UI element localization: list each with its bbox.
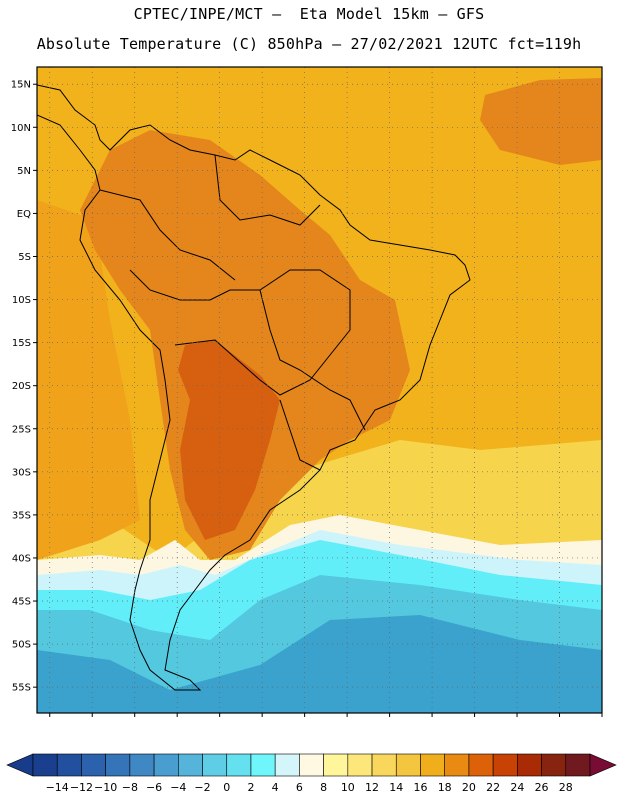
colorbar-cell	[492, 753, 518, 777]
colorbar-cell	[105, 753, 131, 777]
region-pacific-warm-band	[37, 200, 140, 560]
region-cold-air-deep	[37, 615, 602, 713]
lat-label: 10S	[12, 295, 31, 306]
colorbar-cell	[81, 753, 106, 777]
colorbar-high-arrow	[589, 753, 617, 777]
colorbar-label: −8	[122, 781, 138, 794]
colorbar-label: 22	[486, 781, 500, 794]
colorbar-cell	[468, 753, 494, 777]
colorbar-cell	[153, 753, 179, 777]
colorbar-cell	[395, 753, 421, 777]
lon-label: 50W	[336, 719, 359, 720]
colorbar-cell	[178, 753, 203, 777]
lat-label: 55S	[12, 683, 31, 694]
lon-label: 45W	[378, 719, 401, 720]
colorbar-label: 14	[389, 781, 403, 794]
colorbar-cell	[202, 753, 228, 777]
lat-label: 50S	[12, 640, 31, 651]
lon-label: 25W	[548, 719, 571, 720]
colorbar-label: 28	[559, 781, 573, 794]
colorbar-cell	[444, 753, 470, 777]
colorbar-cell	[250, 753, 276, 777]
lon-label: 30W	[506, 719, 529, 720]
lon-label: 70W	[166, 719, 189, 720]
lat-label: 40S	[12, 553, 31, 564]
colorbar-label: 18	[438, 781, 452, 794]
region-atlantic-warm-patch	[480, 78, 602, 165]
temperature-map: 15N 10N 5N EQ 5S 10S 15S 20S 25S 30S 35S 40S 45S 50S 5…	[11, 66, 613, 720]
lon-label: 55W	[293, 719, 316, 720]
lon-label: 40W	[421, 719, 444, 720]
lon-label: 85W	[38, 719, 61, 720]
lat-label: 15N	[11, 80, 31, 91]
colorbar-cell	[323, 753, 349, 777]
colorbar-label: −10	[94, 781, 117, 794]
colorbar-label: −4	[170, 781, 186, 794]
lat-label: 15S	[12, 338, 31, 349]
title-line-2: Absolute Temperature (C) 850hPa – 27/02/…	[36, 35, 582, 53]
lat-label: 45S	[12, 597, 31, 608]
graticule	[37, 67, 602, 713]
coastlines	[37, 84, 471, 691]
colorbar-cell	[420, 753, 445, 777]
lat-label: 20S	[12, 381, 31, 392]
colorbar-label: 2	[247, 781, 254, 794]
lat-label: 35S	[12, 510, 31, 521]
lon-label: 75W	[123, 719, 146, 720]
colorbar-label: 4	[272, 781, 279, 794]
colorbar-label: 12	[365, 781, 379, 794]
longitude-labels: 85W 80W 75W 70W 65W 60W 55W 50W 45W 40W 35W 30W 25W 2…	[38, 713, 613, 720]
colorbar-cell	[517, 753, 542, 777]
latitude-labels: 15N 10N 5N EQ 5S 10S 15S 20S 25S 30S 35S 40S 45S 50S 5…	[11, 80, 37, 694]
colorbar-cell	[129, 753, 155, 777]
lat-label: 5N	[17, 166, 31, 177]
colorbar-label: 16	[413, 781, 427, 794]
lat-label: EQ	[17, 209, 31, 220]
lat-label: 25S	[12, 424, 31, 435]
colorbar-cell	[347, 753, 373, 777]
colorbar-label: 20	[462, 781, 476, 794]
colorbar-cell	[371, 753, 397, 777]
lon-label: 80W	[81, 719, 104, 720]
colorbar-low-arrow	[6, 753, 34, 777]
lat-label: 5S	[18, 252, 31, 263]
lat-label: 30S	[12, 467, 31, 478]
colorbar-label: 10	[341, 781, 355, 794]
colorbar-labels: −14 −12 −10 −8 −6 −4 −2 0 2 4 6 8 10 12 14 16 18 20 22 24 26…	[46, 781, 573, 794]
colorbar-cell	[565, 753, 591, 777]
title-line-1: CPTEC/INPE/MCT – Eta Model 15km – GFS	[133, 5, 485, 23]
colorbar-label: −6	[146, 781, 162, 794]
colorbar-cell	[32, 753, 58, 777]
map-frame	[36, 66, 603, 714]
colorbar-cell	[299, 753, 324, 777]
colorbar-label: 0	[223, 781, 230, 794]
lon-label: 65W	[208, 719, 231, 720]
colorbar-cell	[274, 753, 300, 777]
colorbar-cell	[541, 753, 567, 777]
colorbar-cell	[56, 753, 82, 777]
colorbar-label: 26	[535, 781, 549, 794]
temperature-field	[37, 67, 602, 713]
colorbar: −14 −12 −10 −8 −6 −4 −2 0 2 4 6 8 10 12 14 16 18 20 22 24 26…	[6, 753, 617, 794]
lon-label: 60W	[251, 719, 274, 720]
colorbar-label: 24	[510, 781, 524, 794]
lat-label: 10N	[11, 123, 31, 134]
colorbar-label: −12	[70, 781, 93, 794]
region-chaco-hot-core	[178, 340, 280, 540]
colorbar-label: −14	[46, 781, 69, 794]
colorbar-cell	[226, 753, 252, 777]
colorbar-label: 6	[296, 781, 303, 794]
colorbar-cells	[6, 753, 617, 777]
colorbar-label: −2	[194, 781, 210, 794]
colorbar-label: 8	[320, 781, 327, 794]
lon-label: 35W	[463, 719, 486, 720]
lon-label: 20W	[591, 719, 614, 720]
region-continent-warm	[80, 130, 410, 560]
